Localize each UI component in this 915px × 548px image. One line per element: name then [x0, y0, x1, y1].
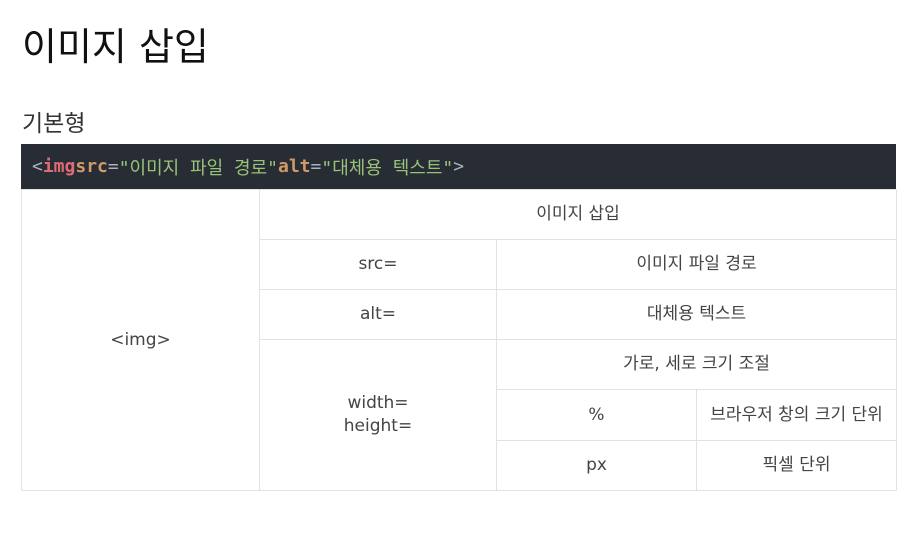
- code-attr-src: src: [75, 156, 108, 177]
- code-value-src: "이미지 파일 경로": [118, 157, 278, 179]
- code-block: < img src = "이미지 파일 경로" alt = "대체용 텍스트" >: [21, 144, 896, 189]
- code-close-bracket: >: [453, 156, 465, 177]
- page-title: 이미지 삽입: [22, 25, 209, 69]
- attr-width: width=: [347, 393, 409, 414]
- table-row: <img> 이미지 삽입: [21, 189, 897, 491]
- code-tag: img: [42, 156, 76, 177]
- attr-cell-alt: alt=: [259, 289, 497, 340]
- table-row: % 브라우저 창의 크기 단위: [22, 389, 897, 441]
- table-row: width= height= 가로, 세로 크기 조절: [22, 338, 897, 491]
- element-cell: <img>: [21, 189, 260, 491]
- code-value-alt: "대체용 텍스트": [321, 157, 454, 179]
- unit-desc-percent: 브라우저 창의 크기 단위: [696, 389, 897, 441]
- reference-table: <img> 이미지 삽입 src= 이미지 파일 경로 alt= 대체용 텍스트…: [21, 189, 897, 492]
- code-equals: =: [107, 156, 119, 177]
- table-row: src= 이미지 파일 경로: [22, 239, 897, 290]
- attr-cell-src: src=: [259, 239, 497, 290]
- description-cell: 이미지 삽입: [259, 189, 897, 240]
- attr-desc-src: 이미지 파일 경로: [496, 239, 897, 290]
- unit-cell-px: px: [496, 439, 697, 492]
- table-row: px 픽셀 단위: [22, 439, 897, 492]
- code-attr-alt: alt: [278, 156, 311, 177]
- attr-height: height=: [343, 416, 413, 436]
- section-heading: 기본형: [22, 111, 86, 137]
- table-row: alt= 대체용 텍스트: [22, 289, 897, 340]
- attr-cell-size: width= height=: [259, 339, 497, 491]
- code-open-bracket: <: [32, 156, 43, 177]
- unit-cell-percent: %: [496, 389, 697, 441]
- unit-desc-px: 픽셀 단위: [696, 439, 897, 492]
- attr-desc-alt: 대체용 텍스트: [496, 289, 897, 340]
- code-equals: =: [310, 156, 322, 177]
- attr-desc-size: 가로, 세로 크기 조절: [496, 338, 897, 391]
